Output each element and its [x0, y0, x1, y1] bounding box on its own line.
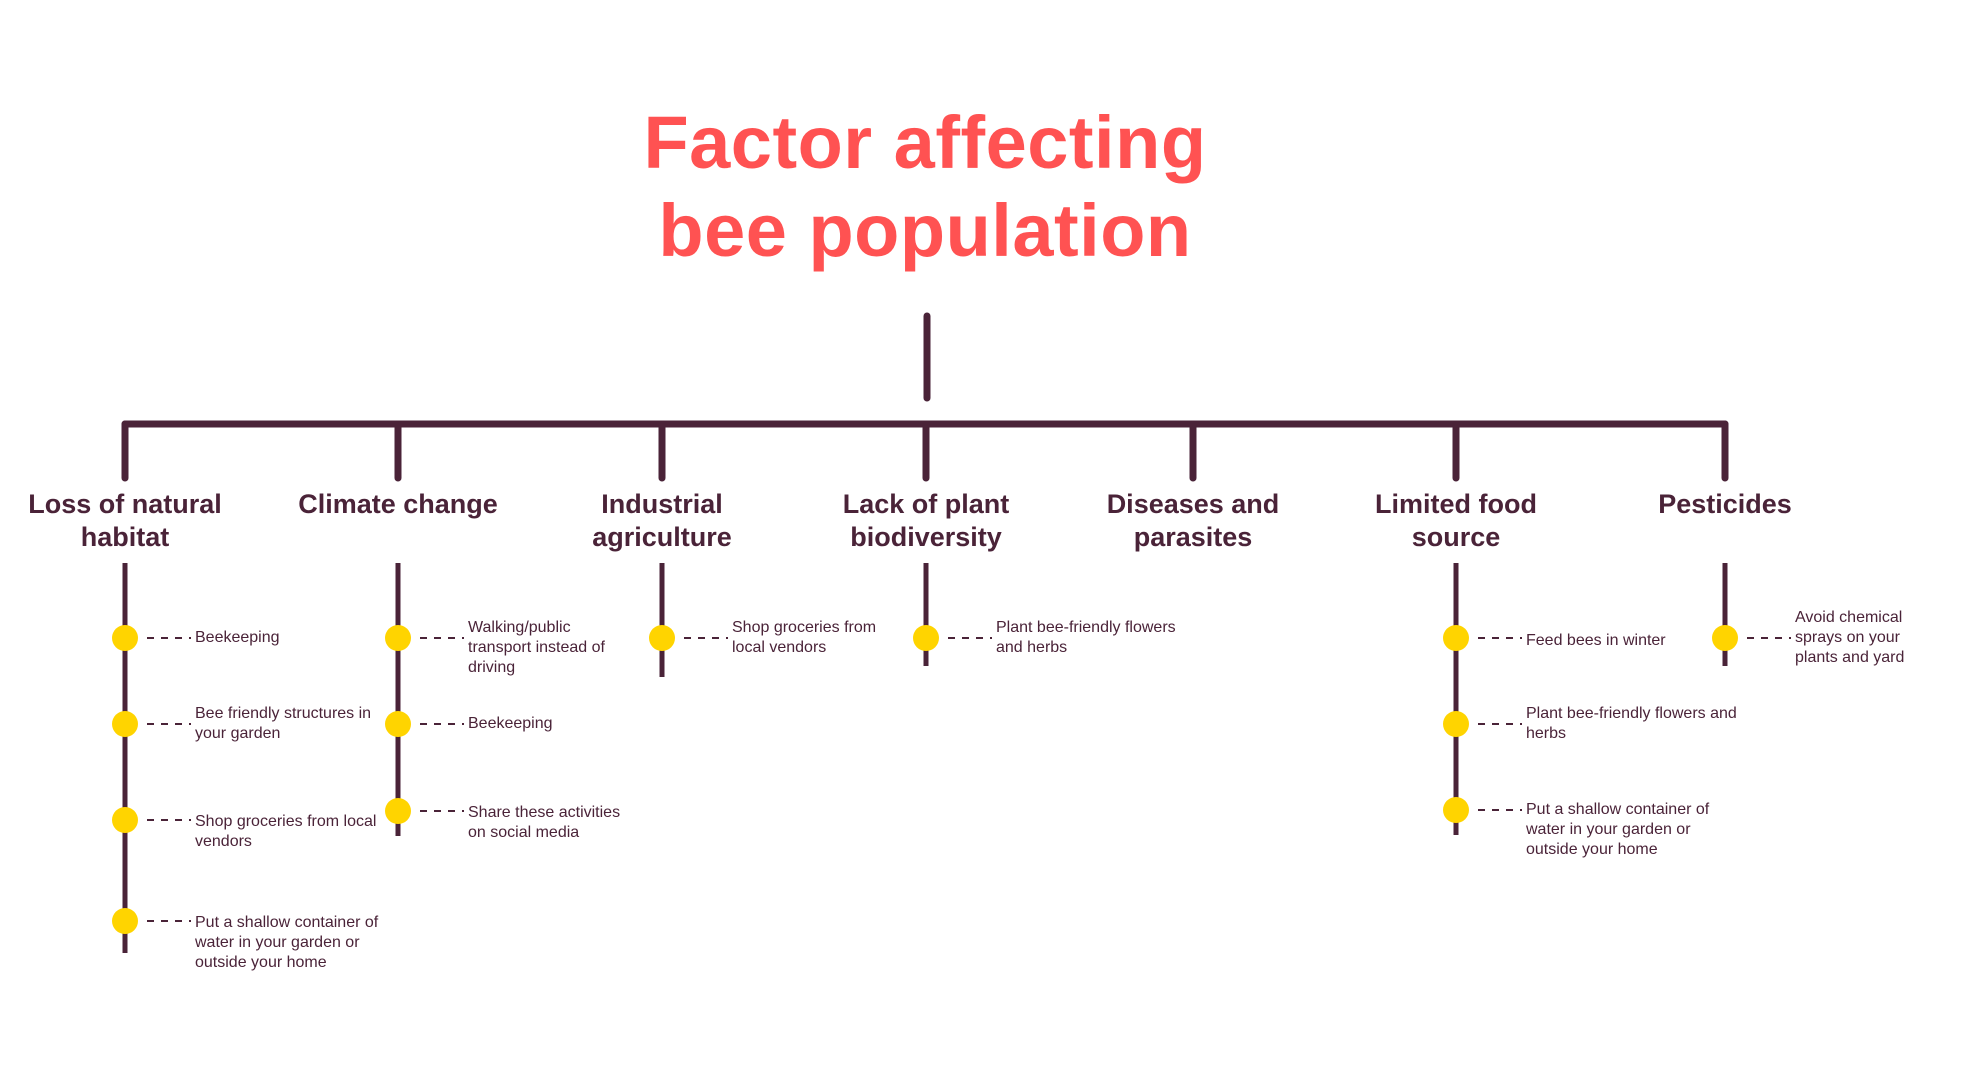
- category-label: Diseases and parasites: [1106, 489, 1280, 552]
- category-label: Industrial agriculture: [592, 489, 732, 552]
- category-label: Lack of plant biodiversity: [842, 489, 1010, 552]
- item-node-dot: [112, 807, 138, 833]
- item-node-dot: [649, 625, 675, 651]
- item-node-dot: [913, 625, 939, 651]
- item-node-dot: [112, 908, 138, 934]
- category-label: Limited food source: [1375, 489, 1537, 552]
- diagram-title-line-2: bee population: [658, 189, 1192, 272]
- item-node-dot: [1443, 711, 1469, 737]
- item-node-dot: [112, 625, 138, 651]
- item-node-dot: [385, 625, 411, 651]
- item-text: Feed bees in winter: [1526, 632, 1666, 649]
- item-node-dot: [112, 711, 138, 737]
- item-node-dot: [1443, 625, 1469, 651]
- diagram-title-line-1: Factor affecting: [643, 101, 1207, 184]
- item-text: Bee friendly structures in your garden: [195, 705, 372, 742]
- item-text: Share these activities on social media: [468, 804, 621, 841]
- item-text: Shop groceries from local vendors: [732, 619, 877, 656]
- item-text: Avoid chemical sprays on your plants and…: [1795, 609, 1905, 666]
- item-text: Shop groceries from local vendors: [195, 813, 377, 850]
- item-node-dot: [1712, 625, 1738, 651]
- item-node-dot: [385, 798, 411, 824]
- category-label: Pesticides: [1658, 489, 1792, 519]
- item-text: Put a shallow container of water in your…: [195, 914, 379, 971]
- item-text: Plant bee-friendly flowers and herbs: [996, 619, 1176, 656]
- item-text: Beekeeping: [195, 629, 280, 646]
- item-node-dot: [385, 711, 411, 737]
- item-text: Plant bee-friendly flowers and herbs: [1526, 705, 1737, 742]
- item-text: Beekeeping: [468, 715, 553, 732]
- category-label: Climate change: [298, 489, 498, 519]
- category-label: Loss of natural habitat: [28, 489, 222, 552]
- item-text: Put a shallow container of water in your…: [1526, 801, 1710, 858]
- item-node-dot: [1443, 797, 1469, 823]
- item-text: Walking/public transport instead of driv…: [468, 619, 605, 676]
